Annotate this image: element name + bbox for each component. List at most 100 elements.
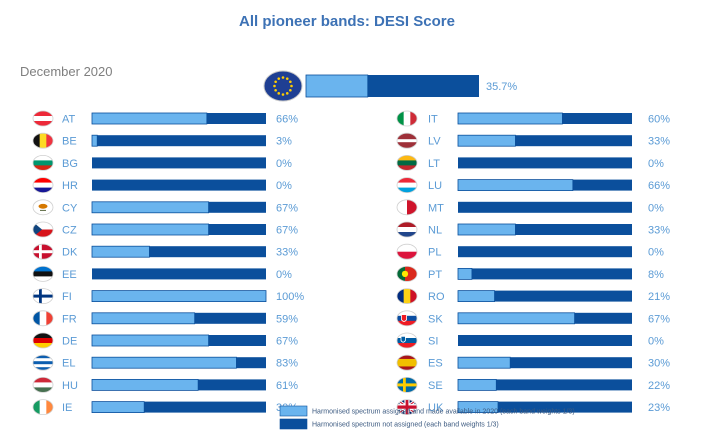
code-label-hr: HR [62, 180, 78, 192]
value-label-ee: 0% [276, 269, 292, 281]
eu-bar-assigned [305, 74, 369, 98]
bar-assigned-dk [91, 245, 150, 258]
bar-not-assigned-pt [458, 268, 632, 280]
code-label-uk: UK [428, 402, 444, 414]
united-kingdom-flag-icon [396, 399, 418, 416]
row-fi: FI 100% [32, 288, 304, 305]
row-dk: DK 33% [32, 243, 298, 260]
code-label-bg: BG [62, 158, 78, 170]
code-label-fi: FI [62, 291, 72, 303]
row-hu: HU 61% [32, 376, 298, 393]
value-label-fi: 100% [276, 291, 304, 303]
chart-title: All pioneer bands: DESI Score [239, 13, 455, 30]
code-label-lt: LT [428, 158, 440, 170]
value-label-lt: 0% [648, 158, 664, 170]
netherlands-flag-icon [396, 221, 418, 238]
code-label-pl: PL [428, 247, 441, 259]
slovakia-flag-icon [396, 310, 418, 327]
bar-not-assigned-mt [458, 201, 632, 213]
code-label-si: SI [428, 336, 438, 348]
row-sk: SK 67% [396, 310, 670, 327]
bar-not-assigned-dk [92, 246, 266, 258]
bar-assigned-pt [457, 267, 473, 280]
value-label-be: 3% [276, 136, 292, 148]
croatia-flag-icon [32, 177, 54, 194]
bar-not-assigned-se [458, 379, 632, 391]
value-label-lu: 66% [648, 180, 670, 192]
sweden-flag-icon [396, 376, 418, 393]
code-label-ee: EE [62, 269, 77, 281]
row-ro: RO 21% [396, 288, 670, 305]
bar-assigned-el [91, 356, 237, 369]
bar-not-assigned-be [92, 135, 266, 147]
bar-not-assigned-bg [92, 157, 266, 169]
eu-value-label: 35.7% [486, 81, 517, 93]
code-label-ie: IE [62, 402, 72, 414]
bar-assigned-fr [91, 312, 196, 325]
bar-assigned-cz [91, 223, 209, 236]
value-label-bg: 0% [276, 158, 292, 170]
code-label-lu: LU [428, 180, 442, 192]
bar-assigned-sk [457, 312, 575, 325]
bar-not-assigned-ee [92, 268, 266, 280]
bar-assigned-ro [457, 290, 495, 303]
value-label-nl: 33% [648, 225, 670, 237]
row-si: SI 0% [396, 332, 664, 349]
value-label-pt: 8% [648, 269, 664, 281]
bar-not-assigned-lt [458, 157, 632, 169]
code-label-fr: FR [62, 313, 77, 325]
value-label-de: 67% [276, 336, 298, 348]
legend-swatch-1 [279, 405, 308, 417]
legend-swatch-2 [279, 418, 308, 430]
row-cy: CY 67% [32, 199, 298, 216]
row-mt: MT 0% [396, 199, 664, 216]
row-lt: LT 0% [396, 154, 664, 171]
bar-assigned-be [91, 134, 98, 147]
italy-flag-icon [396, 110, 418, 127]
legend-label-2: Harmonised spectrum not assigned (each b… [312, 422, 499, 429]
bar-assigned-es [457, 356, 511, 369]
estonia-flag-icon [32, 265, 54, 282]
chart-legend: Harmonised spectrum assigned and made av… [279, 405, 575, 430]
value-label-se: 22% [648, 380, 670, 392]
bar-not-assigned-pl [458, 246, 632, 258]
row-pt: PT 8% [396, 265, 664, 282]
bar-assigned-de [91, 334, 209, 347]
row-hr: HR 0% [32, 177, 292, 194]
bar-assigned-hu [91, 378, 199, 391]
row-cz: CZ 67% [32, 221, 298, 238]
code-label-it: IT [428, 114, 438, 126]
poland-flag-icon [396, 243, 418, 260]
spain-flag-icon [396, 354, 418, 371]
bar-not-assigned-uk [458, 401, 632, 413]
czechia-flag-icon [32, 221, 54, 238]
greece-flag-icon [32, 354, 54, 371]
code-label-de: DE [62, 336, 77, 348]
value-label-fr: 59% [276, 313, 298, 325]
bar-assigned-ie [91, 401, 145, 414]
row-el: EL 83% [32, 354, 298, 371]
france-flag-icon [32, 310, 54, 327]
eu-average-row: 35.7% [263, 70, 517, 102]
value-label-it: 60% [648, 114, 670, 126]
row-lv: LV 33% [396, 132, 670, 149]
bar-not-assigned-nl [458, 224, 632, 235]
hungary-flag-icon [32, 376, 54, 393]
ireland-flag-icon [32, 399, 54, 416]
finland-flag-icon [32, 288, 54, 305]
code-label-at: AT [62, 114, 76, 126]
bulgaria-flag-icon [32, 154, 54, 171]
bar-assigned-at [91, 112, 208, 125]
row-it: IT 60% [396, 110, 670, 127]
bar-not-assigned-hr [92, 179, 266, 191]
code-label-nl: NL [428, 225, 442, 237]
value-label-cz: 67% [276, 225, 298, 237]
bar-not-assigned-ie [92, 401, 266, 413]
row-nl: NL 33% [396, 221, 670, 238]
row-es: ES 30% [396, 354, 670, 371]
code-label-hu: HU [62, 380, 78, 392]
code-label-cy: CY [62, 202, 78, 214]
legend-label-1: Harmonised spectrum assigned and made av… [312, 409, 575, 416]
value-label-mt: 0% [648, 202, 664, 214]
austria-flag-icon [32, 110, 54, 127]
